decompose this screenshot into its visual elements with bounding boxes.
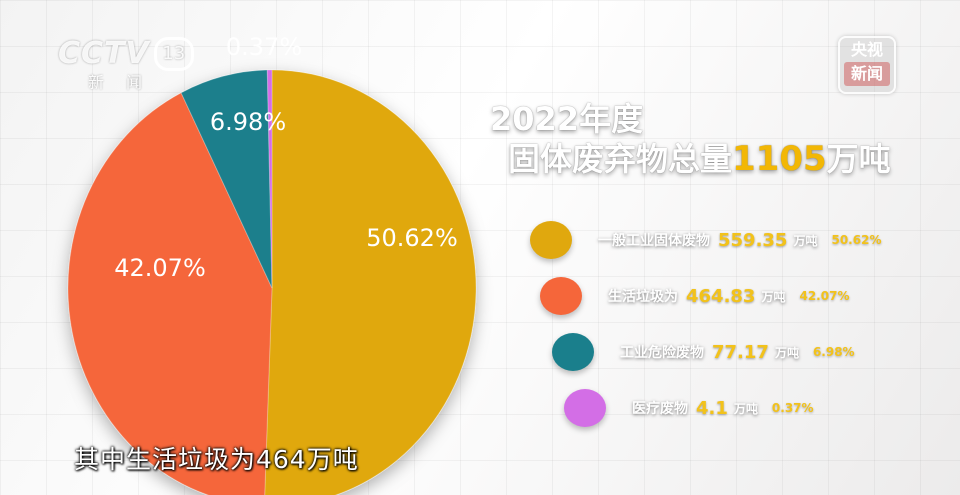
logo-cctv-text: CCTV — [58, 36, 150, 71]
legend-value: 4.1 — [696, 397, 728, 419]
legend-value: 77.17 — [712, 341, 769, 363]
legend-percent: 6.98% — [812, 345, 855, 359]
title-year: 2022年度 — [490, 100, 644, 138]
legend-swatch — [552, 333, 594, 371]
title-total: 1105 — [732, 139, 827, 179]
legend-label: 医疗废物 — [632, 401, 688, 417]
legend-unit: 万吨 — [793, 233, 818, 248]
legend-label: 一般工业固体废物 — [598, 233, 710, 249]
logo-channel-number: 13 — [153, 37, 194, 71]
legend-item: 生活垃圾为 464.83 万吨 42.07% — [540, 268, 881, 324]
pie-slice-0 — [264, 69, 477, 495]
pie-label-1: 42.07% — [114, 254, 206, 282]
pie-label-2: 6.98% — [210, 108, 286, 136]
legend-swatch — [530, 221, 572, 259]
legend-unit: 万吨 — [733, 401, 758, 416]
pie-label-0: 50.62% — [366, 224, 458, 252]
legend-unit: 万吨 — [761, 289, 786, 304]
pie-slice-1 — [67, 92, 273, 495]
legend-percent: 42.07% — [799, 289, 850, 303]
legend-item: 医疗废物 4.1 万吨 0.37% — [564, 380, 881, 436]
legend-item: 工业危险废物 77.17 万吨 6.98% — [552, 324, 881, 380]
legend-percent: 50.62% — [831, 233, 882, 247]
legend-percent: 0.37% — [771, 401, 814, 415]
title-unit: 万吨 — [826, 140, 891, 178]
legend-item: 一般工业固体废物 559.35 万吨 50.62% — [530, 212, 881, 268]
badge-line2: 新闻 — [844, 62, 890, 86]
legend-label: 工业危险废物 — [620, 345, 704, 361]
legend-value: 559.35 — [718, 229, 788, 251]
legend-label: 生活垃圾为 — [608, 289, 678, 305]
subtitle-caption: 其中生活垃圾为464万吨 — [74, 445, 359, 474]
logo-sub-text: 新闻 — [88, 73, 165, 92]
legend-value: 464.83 — [686, 285, 756, 307]
title-text: 固体废弃物总量 — [508, 140, 733, 178]
legend-unit: 万吨 — [774, 345, 799, 360]
pie-slice-3 — [266, 69, 273, 289]
badge-line1: 央视 — [850, 40, 883, 59]
cctv-news-badge: 央视 新闻 — [838, 36, 896, 94]
legend-swatch — [564, 389, 606, 427]
chart-title: 2022年度 固体废弃物总量1105万吨 — [490, 100, 891, 180]
pie-label-3: 0.37% — [226, 33, 302, 61]
legend: 一般工业固体废物 559.35 万吨 50.62% 生活垃圾为 464.83 万吨 42.07… — [530, 212, 881, 436]
cctv13-logo: CCTV 13 新闻 — [58, 36, 194, 93]
legend-swatch — [540, 277, 582, 315]
